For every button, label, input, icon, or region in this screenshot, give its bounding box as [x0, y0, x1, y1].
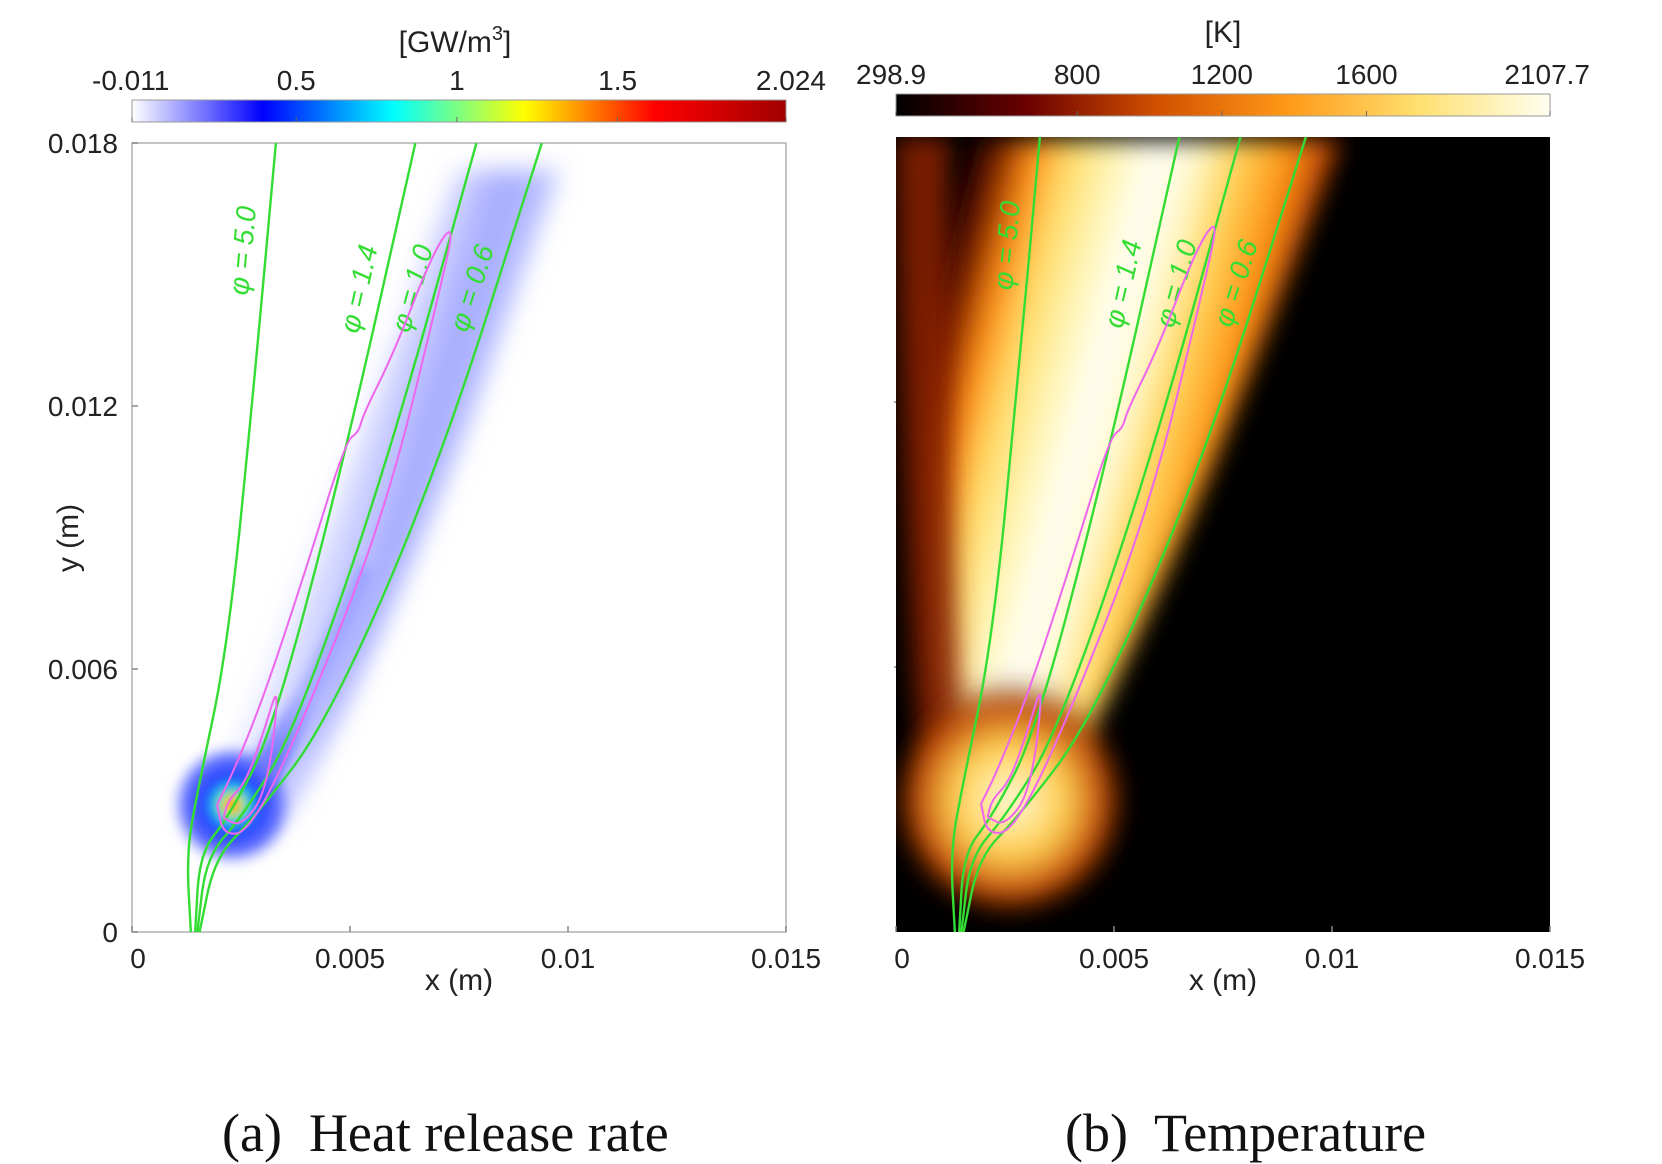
- ylabel-a: y (m): [52, 504, 85, 572]
- colorbar-tick-label: -0.011: [92, 65, 169, 96]
- xlabel-a: x (m): [425, 964, 493, 997]
- equivalence-ratio-line: [958, 137, 1181, 932]
- x-tick-label: 0: [130, 943, 146, 974]
- caption-a-text: Heat release rate: [308, 1103, 669, 1163]
- x-tick-label: 0: [894, 943, 910, 974]
- y-tick-label: 0.006: [48, 654, 118, 685]
- reaction-zone-contour: [216, 231, 452, 835]
- caption-b-text: Temperature: [1154, 1103, 1427, 1163]
- colorbar-unit-a: [GW/m3]: [399, 23, 512, 59]
- equivalence-ratio-line: [950, 137, 1042, 932]
- colorbar-tick-label: 1200: [1191, 59, 1253, 90]
- colorbar-bar-b: [895, 93, 1551, 117]
- colorbar-b: [K] 298.9 800 1200 1600 2107.7: [856, 16, 1590, 117]
- colorbar-tick-label: 0.5: [277, 65, 316, 96]
- colorbar-unit-b: [K]: [1205, 16, 1242, 49]
- y-tick-label: 0: [102, 917, 118, 948]
- equivalence-ratio-line: [186, 143, 278, 932]
- colorbar-tick-label: 2.024: [756, 65, 826, 96]
- x-tick-label: 0.015: [751, 943, 821, 974]
- equivalence-ratio-line: [960, 137, 1242, 932]
- colorbar-tick-label: 1.5: [598, 65, 637, 96]
- axes-b: 0 0.005 0.01 0.015: [894, 401, 1585, 974]
- x-tick-label: 0.005: [1079, 943, 1149, 974]
- caption-b-label: (b): [1065, 1103, 1128, 1163]
- x-tick-label: 0.015: [1515, 943, 1585, 974]
- caption-a: (a) Heat release rate: [195, 1040, 669, 1164]
- reaction-zone-contour: [980, 225, 1216, 834]
- colorbar-tick-label: 800: [1054, 59, 1101, 90]
- colorbar-a: [GW/m3] -0.011 0.5 1 1.5 2.024: [92, 23, 826, 123]
- y-tick-label: 0.012: [48, 391, 118, 422]
- panel-b: [K] 298.9 800 1200 1600 2107.7 φ = 5.0 φ = 1.…: [856, 16, 1590, 997]
- x-tick-label: 0.01: [1305, 943, 1360, 974]
- colorbar-tick-label: 298.9: [856, 59, 926, 90]
- colorbar-tick-label: 2107.7: [1504, 59, 1590, 90]
- caption-b: (b) Temperature: [1038, 1040, 1426, 1164]
- xlabel-b: x (m): [1189, 964, 1257, 997]
- colorbar-bar-a: [131, 99, 787, 123]
- colorbar-tick-label: 1600: [1335, 59, 1397, 90]
- x-tick-label: 0.01: [541, 943, 596, 974]
- equivalence-ratio-line: [962, 137, 1307, 932]
- colorbar-tick-label: 1: [449, 65, 465, 96]
- figure: [GW/m3] -0.011 0.5 1 1.5 2.024 φ = 5.0 φ = 1.…: [48, 16, 1590, 997]
- equivalence-ratio-line: [198, 143, 543, 932]
- caption-a-label: (a): [222, 1103, 282, 1163]
- x-tick-label: 0.005: [315, 943, 385, 974]
- equivalence-ratio-line: [196, 143, 478, 932]
- reaction-zone-contour: [222, 695, 278, 825]
- panel-a: [GW/m3] -0.011 0.5 1 1.5 2.024 φ = 5.0 φ = 1.…: [48, 23, 826, 997]
- equivalence-ratio-line: [194, 143, 417, 932]
- reaction-zone-contour: [986, 693, 1042, 824]
- axes-a: 0 0.005 0.01 0.015 0 0.006 0.012 0.018: [48, 128, 821, 974]
- y-tick-label: 0.018: [48, 128, 118, 159]
